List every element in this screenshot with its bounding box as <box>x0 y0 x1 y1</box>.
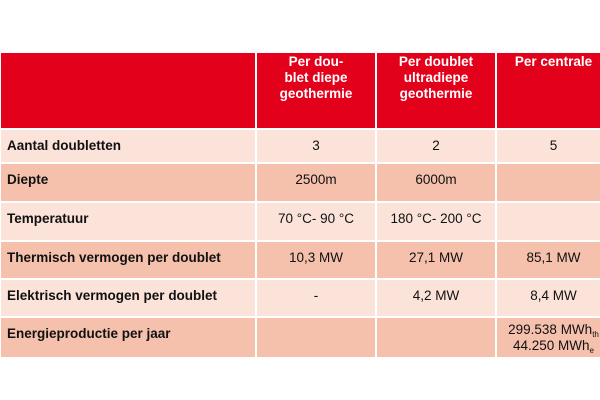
energy-production-cell: 299.538 MWhth 44.250 MWhe <box>497 318 600 357</box>
table-cell: 2500m <box>257 164 375 201</box>
unit-subscript: e <box>589 346 594 355</box>
table-row: Aantal doubletten 3 2 5 <box>1 130 600 162</box>
table-cell <box>497 203 600 240</box>
unit-subscript: th <box>592 330 599 339</box>
table-cell <box>497 164 600 201</box>
table-row: Temperatuur 70 °C- 90 °C 180 °C- 200 °C <box>1 203 600 240</box>
energy-thermal-line: 299.538 MWhth <box>497 322 600 339</box>
table-row: Energieproductie per jaar 299.538 MWhth … <box>1 318 600 357</box>
row-label: Energieproductie per jaar <box>1 318 255 357</box>
header-line: geothermie <box>279 86 353 101</box>
header-per-centrale: Per centrale <box>497 53 600 128</box>
row-label: Temperatuur <box>1 203 255 240</box>
row-label: Thermisch vermogen per doublet <box>1 242 255 278</box>
table-cell: 4,2 MW <box>377 280 495 316</box>
row-label: Aantal doubletten <box>1 130 255 162</box>
header-row: Per dou- blet diepe geothermie Per doubl… <box>1 53 600 128</box>
table-cell: 6000m <box>377 164 495 201</box>
energy-electric-line: 44.250 MWhe <box>497 338 600 355</box>
table-row: Elektrisch vermogen per doublet - 4,2 MW… <box>1 280 600 316</box>
header-line: geothermie <box>399 86 473 101</box>
energy-electric-value: 44.250 MWh <box>513 338 590 353</box>
header-line: Per dou- <box>288 54 344 69</box>
header-cell-empty <box>1 53 255 128</box>
table-cell: 85,1 MW <box>497 242 600 278</box>
table-cell: 70 °C- 90 °C <box>257 203 375 240</box>
table-cell <box>257 318 375 357</box>
geothermie-table: Per dou- blet diepe geothermie Per doubl… <box>0 51 600 359</box>
table-row: Thermisch vermogen per doublet 10,3 MW 2… <box>1 242 600 278</box>
header-line: blet diepe <box>284 70 348 85</box>
table-cell: 27,1 MW <box>377 242 495 278</box>
row-label: Elektrisch vermogen per doublet <box>1 280 255 316</box>
table-cell: 5 <box>497 130 600 162</box>
header-line: Per doublet <box>398 54 474 69</box>
table-cell: 8,4 MW <box>497 280 600 316</box>
row-label: Diepte <box>1 164 255 201</box>
header-per-doublet-diepe: Per dou- blet diepe geothermie <box>257 53 375 128</box>
energy-thermal-value: 299.538 MWh <box>508 322 593 337</box>
table-cell: 3 <box>257 130 375 162</box>
table-cell <box>377 318 495 357</box>
header-line: ultradiepe <box>403 70 469 85</box>
table-cell: 180 °C- 200 °C <box>377 203 495 240</box>
table-cell: - <box>257 280 375 316</box>
header-line: Per centrale <box>514 54 593 69</box>
header-per-doublet-ultradiepe: Per doublet ultradiepe geothermie <box>377 53 495 128</box>
table-row: Diepte 2500m 6000m <box>1 164 600 201</box>
table-cell: 10,3 MW <box>257 242 375 278</box>
table-cell: 2 <box>377 130 495 162</box>
